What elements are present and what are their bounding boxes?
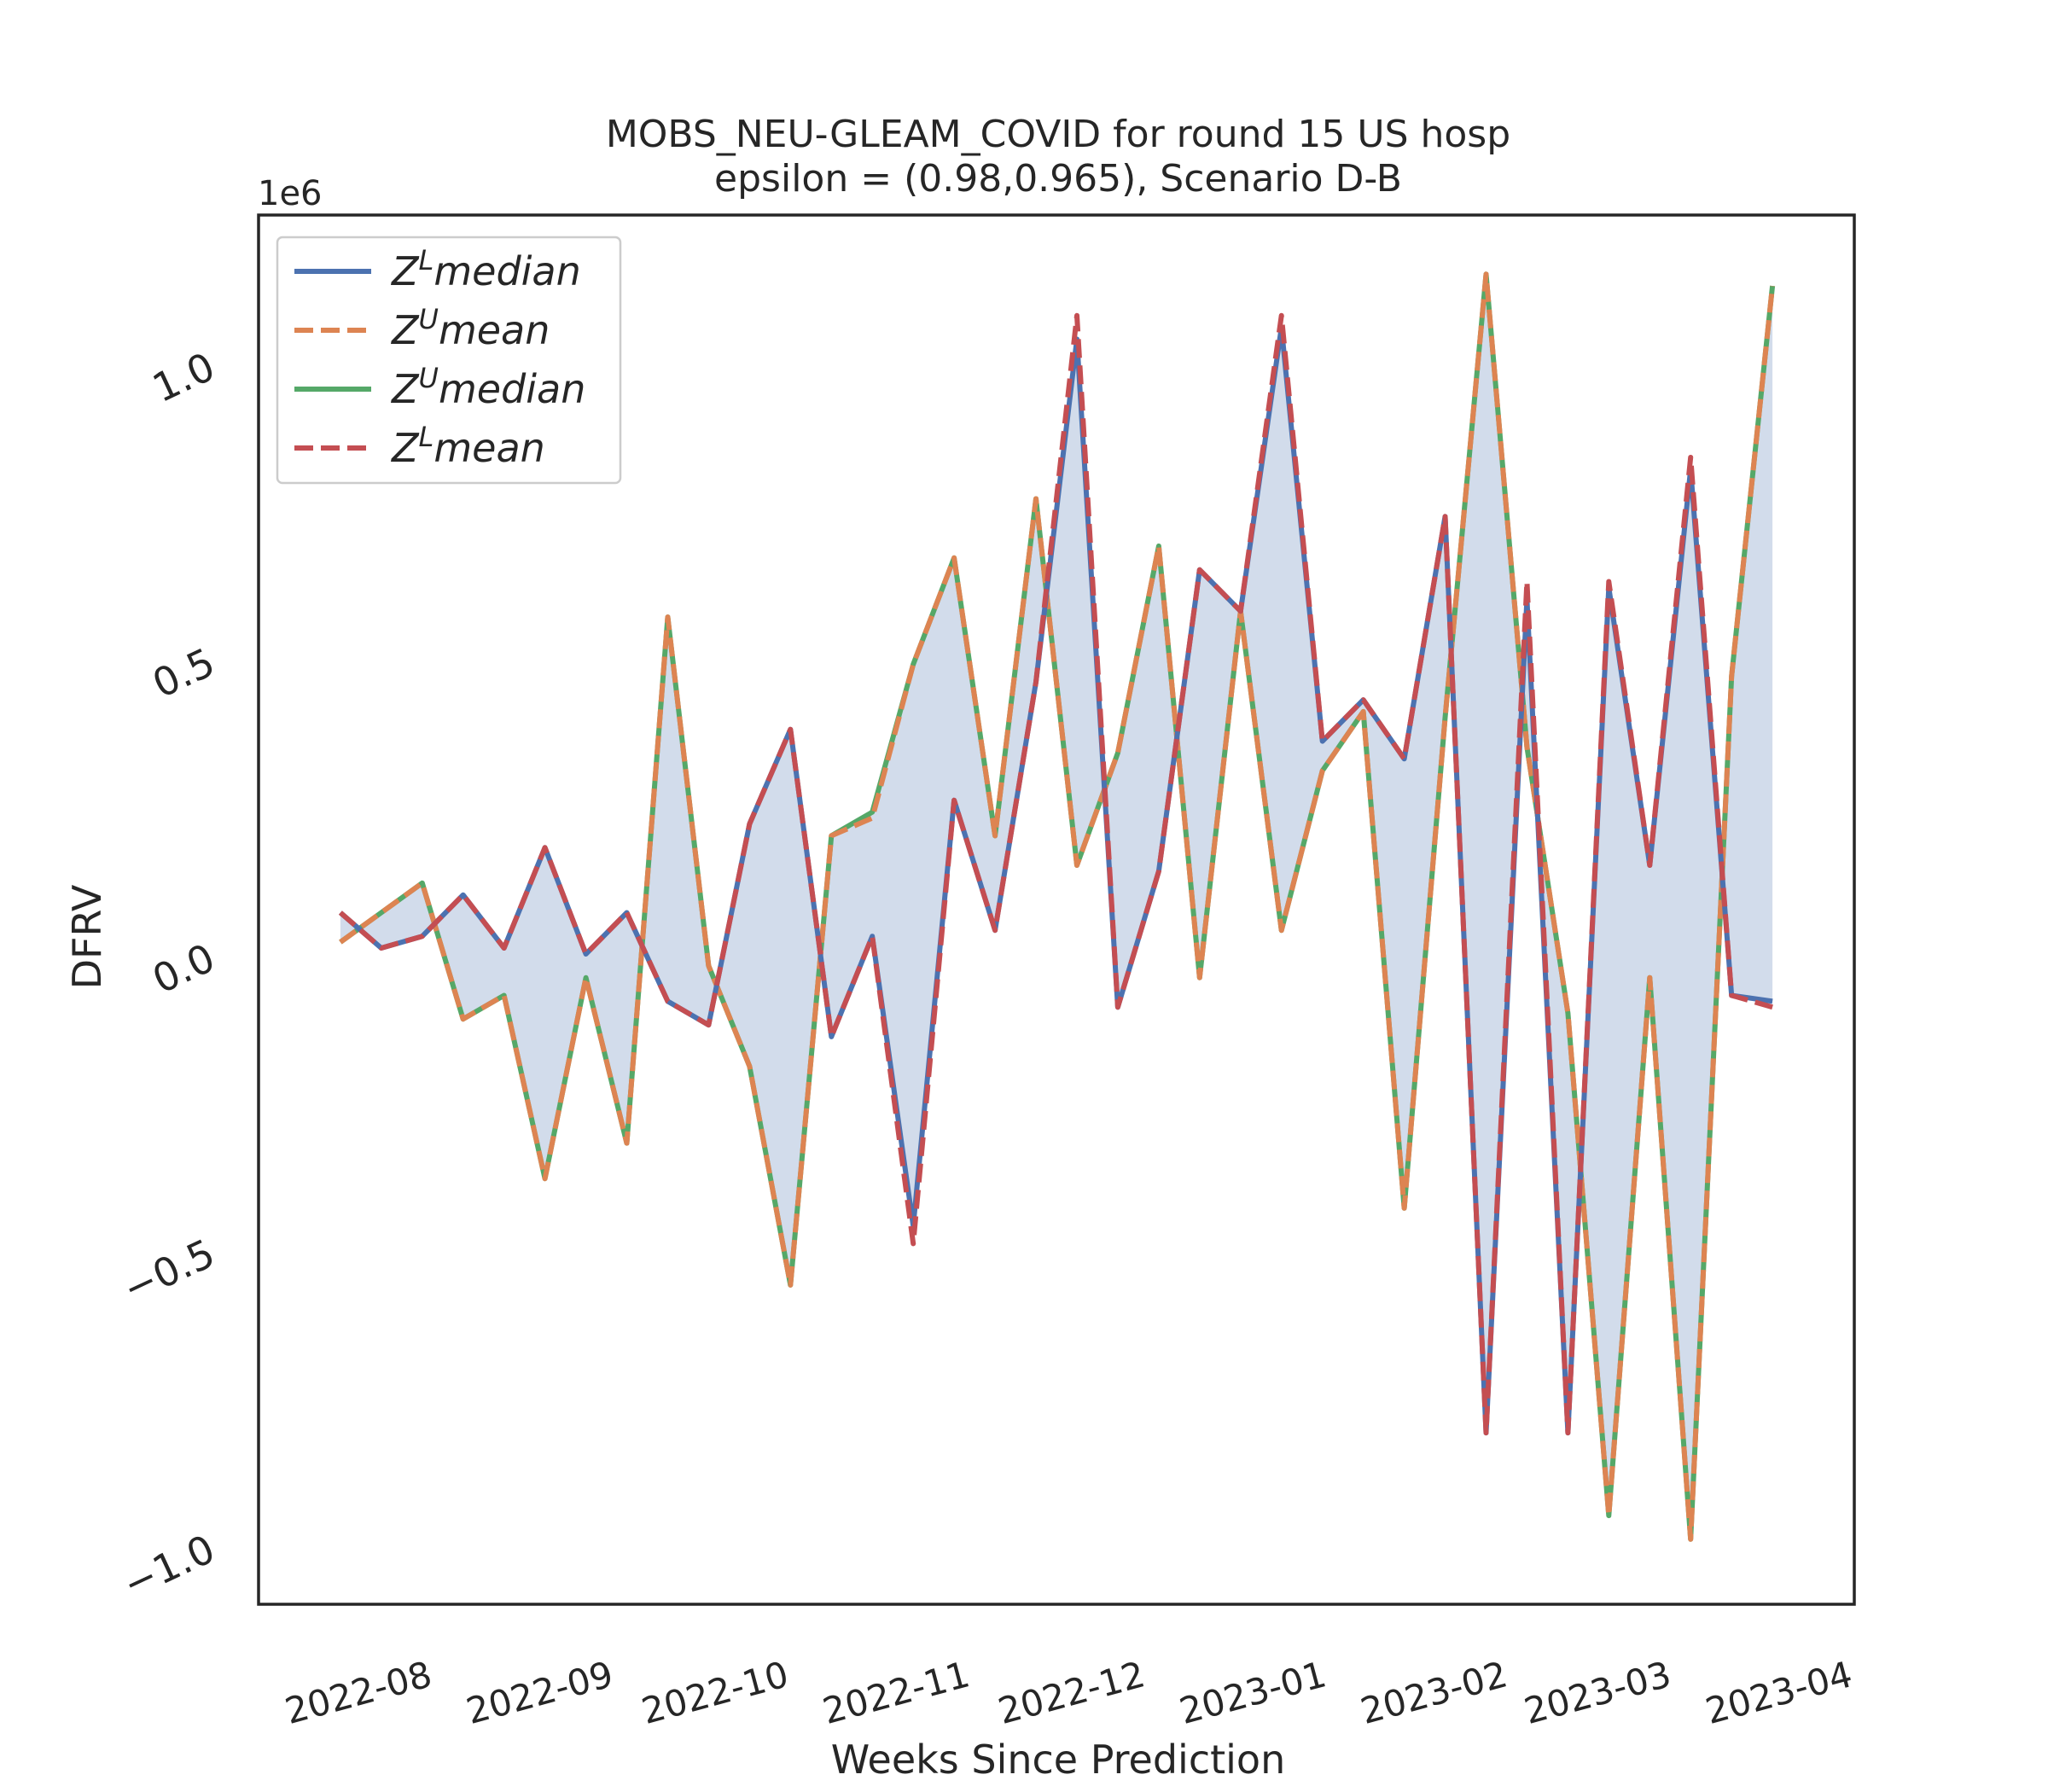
y-tick-label: −1.0 [116,1526,222,1608]
y-axis-label: DFRV [64,884,110,989]
x-tick-label: 2022-11 [818,1653,974,1732]
x-tick-label: 2022-08 [281,1653,436,1732]
y-tick-label: −0.5 [116,1230,222,1312]
y-tick-label: 0.5 [146,639,222,707]
x-tick-label: 2023-01 [1175,1653,1330,1732]
series-z-u-mean [339,271,1776,1542]
plot-frame [257,213,1856,1606]
x-tick-label: 2023-04 [1701,1653,1856,1732]
x-tick-label: 2023-02 [1356,1653,1511,1732]
x-tick-label: 2022-10 [637,1653,793,1732]
x-tick-label: 2023-03 [1520,1653,1675,1732]
y-tick-label: 1.0 [146,343,222,411]
legend-box [276,236,622,485]
x-tick-label: 2022-09 [462,1653,617,1732]
y-offset-label: 1e6 [258,174,323,213]
chart-title: MOBS_NEU-GLEAM_COVID for round 15 US hos… [606,113,1510,156]
chart-subtitle: epsilon = (0.98,0.965), Scenario D-B [714,157,1402,201]
x-axis-label: Weeks Since Prediction [831,1737,1285,1783]
legend-label: ZUmedian [390,362,585,412]
series-layer [338,271,1776,1542]
x-ticks: 2022-08 2022-09 2022-10 2022-11 2022-12 2023-… [281,1653,1857,1732]
series-z-l-mean [338,312,1773,1436]
x-tick-label: 2022-12 [994,1653,1149,1732]
legend-label: ZLmean [390,421,545,471]
legend: ZLmedian ZUmean ZUmedian ZLmean [276,236,622,485]
y-tick-label: 0.0 [146,934,222,1003]
legend-label: ZLmedian [390,244,581,294]
legend-label: ZUmean [390,303,550,353]
y-ticks: −1.0 −0.5 0.0 0.5 1.0 [116,343,222,1608]
